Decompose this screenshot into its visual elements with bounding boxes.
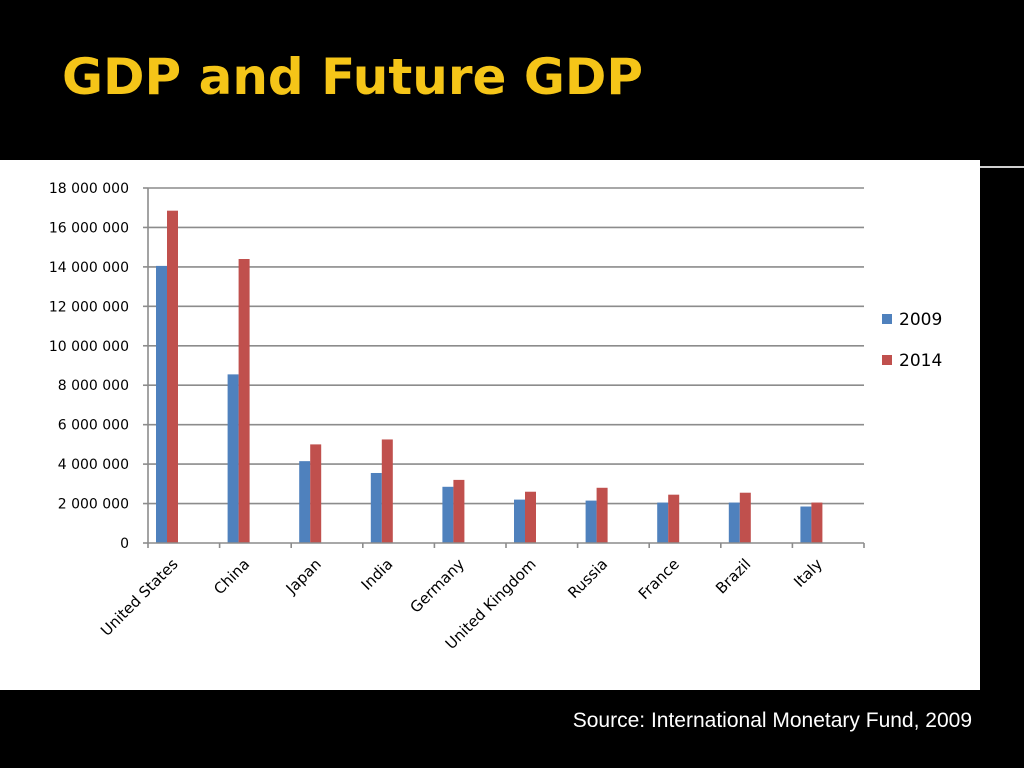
x-category-label: Brazil [712, 555, 754, 597]
y-tick-label: 4 000 000 [58, 457, 129, 473]
source-note: Source: International Monetary Fund, 200… [572, 709, 972, 732]
y-tick-label: 6 000 000 [58, 418, 129, 434]
bar-2009 [227, 374, 239, 543]
decorative-line [980, 166, 1024, 168]
legend-swatch-2009 [882, 314, 892, 324]
y-tick-label: 0 [120, 536, 129, 552]
y-tick-label: 12 000 000 [49, 299, 129, 315]
x-category-label: Germany [407, 555, 469, 617]
legend-label: 2009 [899, 310, 942, 330]
y-axis-tick-labels: 0 2 000 000 4 000 000 6 000 000 8 000 000 10 … [49, 181, 129, 552]
y-tick-label: 2 000 000 [58, 497, 129, 513]
y-tick-label: 14 000 000 [49, 260, 129, 276]
y-tick-label: 8 000 000 [58, 378, 129, 394]
bar-2014 [596, 487, 608, 543]
x-category-label: China [210, 555, 253, 598]
x-category-label: Japan [282, 555, 325, 598]
bar-2014 [381, 439, 393, 543]
bar-2009 [728, 502, 740, 543]
slide-title: GDP and Future GDP [62, 48, 644, 106]
x-category-label: Italy [790, 555, 826, 591]
x-axis-category-labels: United States China Japan India GermanyUnite… [97, 555, 826, 653]
x-category-label: Russia [564, 555, 611, 602]
x-category-label: France [635, 555, 683, 603]
bar-2014 [453, 479, 465, 543]
legend-swatch-2014 [882, 355, 892, 365]
footer-bar [0, 690, 1024, 768]
x-category-label: India [358, 555, 397, 594]
bar-2014 [310, 444, 322, 543]
axes [147, 188, 865, 548]
bar-2014 [167, 210, 178, 544]
bar-2014 [668, 494, 680, 543]
bar-2009 [657, 502, 669, 543]
legend-label: 2014 [899, 351, 942, 371]
y-tick-label: 18 000 000 [49, 181, 129, 197]
gdp-bar-chart: 0 2 000 000 4 000 000 6 000 000 8 000 000 10 … [49, 181, 942, 653]
y-tick-label: 10 000 000 [49, 339, 129, 355]
bar-2009 [585, 500, 597, 543]
legend: 2009 2014 [882, 310, 942, 371]
bar-2009 [299, 461, 311, 543]
bar-2009 [442, 486, 454, 543]
bar-2014 [525, 491, 536, 543]
bar-2009 [370, 472, 382, 543]
bar-2014 [238, 259, 250, 543]
bar-2014 [739, 492, 751, 543]
bar-2014 [811, 502, 823, 543]
y-tick-label: 16 000 000 [49, 220, 129, 236]
bars [156, 210, 823, 544]
bar-2009 [156, 265, 167, 543]
bar-2009 [800, 506, 812, 543]
x-category-label: United States [97, 555, 182, 640]
gridlines [143, 187, 864, 544]
bar-2009 [514, 499, 525, 543]
